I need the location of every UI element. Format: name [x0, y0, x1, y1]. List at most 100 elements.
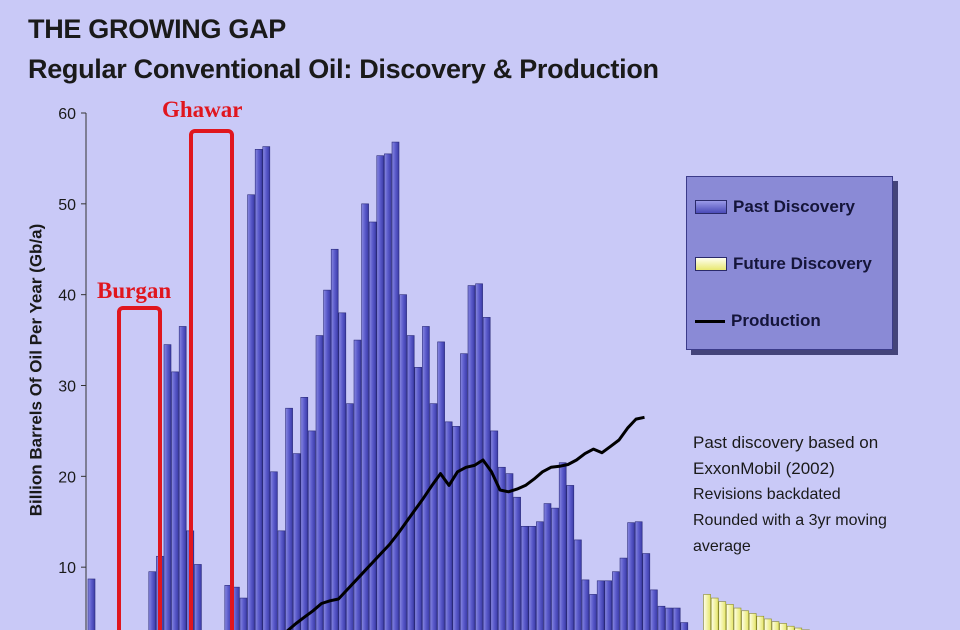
past-discovery-bar: [574, 539, 582, 630]
legend-swatch-past: [695, 200, 727, 214]
legend-item-production: Production: [695, 311, 821, 331]
note-line-3: Revisions backdated: [693, 486, 841, 503]
chart-title: THE GROWING GAP: [28, 14, 286, 44]
y-tick-label-60: 60: [58, 106, 76, 123]
past-discovery-bar: [475, 283, 483, 630]
past-discovery-bar: [247, 194, 255, 630]
past-discovery-bar: [536, 521, 544, 630]
past-discovery-bar: [87, 578, 96, 630]
past-discovery-bar: [270, 471, 278, 630]
legend-item-future: Future Discovery: [695, 254, 872, 274]
legend-label-future: Future Discovery: [733, 254, 872, 273]
source-note: Past discovery based on ExxonMobil (2002…: [693, 430, 887, 560]
future-discovery-bar: [703, 594, 711, 630]
past-discovery-bar: [680, 622, 689, 630]
future-discovery-bar: [733, 607, 742, 630]
past-discovery-bar: [543, 503, 552, 630]
future-discovery-bar: [794, 627, 803, 630]
past-discovery-bar: [437, 341, 445, 630]
past-discovery-bar: [262, 146, 271, 630]
past-discovery-bar: [642, 553, 651, 630]
past-discovery-bar: [330, 248, 339, 630]
past-discovery-bar: [148, 571, 157, 630]
past-discovery-bar: [285, 407, 293, 630]
future-discovery-bar: [771, 621, 780, 630]
past-discovery-bar: [513, 496, 521, 630]
y-tick-label-10: 10: [58, 560, 76, 577]
past-discovery-bar: [551, 507, 559, 630]
past-discovery-bar: [292, 453, 301, 630]
past-discovery-bar: [300, 397, 309, 630]
past-discovery-bar: [422, 326, 430, 630]
chart-subtitle: Regular Conventional Oil: Discovery & Pr…: [28, 54, 659, 84]
y-tick-label-20: 20: [58, 469, 76, 486]
past-discovery-bar: [627, 522, 635, 630]
past-discovery-bar: [490, 430, 499, 630]
past-discovery-bar: [589, 594, 597, 630]
past-discovery-bar: [376, 155, 385, 630]
future-discovery-bar: [756, 615, 765, 630]
future-discovery-bar: [779, 623, 787, 630]
burgan-highlight-box: [117, 306, 162, 630]
past-discovery-bar: [338, 312, 347, 630]
burgan-annotation-label: Burgan: [97, 278, 172, 303]
past-discovery-bar: [429, 403, 438, 630]
legend-item-past: Past Discovery: [695, 197, 855, 217]
past-discovery-bar: [361, 203, 369, 630]
past-discovery-bar: [566, 485, 575, 630]
note-line-4: Rounded with a 3yr moving: [693, 512, 887, 529]
past-discovery-bar: [665, 607, 673, 630]
past-discovery-bar: [596, 580, 605, 630]
past-discovery-bar: [308, 430, 316, 630]
legend-swatch-future: [695, 257, 727, 271]
future-discovery-bar: [748, 613, 757, 630]
past-discovery-bar: [163, 344, 172, 630]
future-discovery-bar: [741, 610, 749, 630]
past-discovery-bar: [482, 317, 491, 630]
past-discovery-bar: [368, 221, 377, 630]
past-discovery-bar: [346, 403, 354, 630]
future-discovery-bar: [764, 618, 772, 630]
past-discovery-bar: [460, 353, 468, 630]
past-discovery-bar: [391, 141, 400, 630]
past-discovery-bar: [406, 335, 415, 630]
past-discovery-bar: [399, 294, 407, 630]
past-discovery-bar: [558, 462, 567, 630]
past-discovery-bar: [171, 371, 179, 630]
past-discovery-bar: [277, 530, 286, 630]
past-discovery-bar: [581, 579, 590, 630]
past-discovery-bar: [520, 525, 529, 630]
legend-label-production: Production: [731, 311, 821, 330]
past-discovery-bar: [528, 525, 537, 630]
past-discovery-bar: [650, 589, 658, 630]
note-line-5: average: [693, 538, 751, 555]
legend-label-past: Past Discovery: [733, 197, 855, 216]
legend: Past Discovery Future Discovery Producti…: [686, 176, 893, 350]
future-discovery-bar: [786, 625, 795, 630]
past-discovery-bar: [254, 149, 263, 630]
past-discovery-bar: [239, 597, 248, 630]
y-tick-label-30: 30: [58, 379, 76, 396]
past-discovery-bar: [384, 153, 392, 630]
y-tick-label-40: 40: [58, 288, 76, 305]
past-discovery-bar: [672, 607, 681, 630]
past-discovery-bar: [498, 466, 506, 630]
past-discovery-bar: [505, 473, 514, 630]
future-discovery-bar: [718, 601, 727, 630]
note-line-1: Past discovery based on: [693, 433, 879, 452]
future-discovery-bar: [726, 604, 734, 630]
legend-swatch-production: [695, 319, 725, 323]
past-discovery-bar: [414, 367, 423, 630]
past-discovery-bar: [178, 326, 187, 630]
past-discovery-bar: [619, 557, 628, 630]
future-discovery-bar: [710, 597, 719, 630]
note-line-2: ExxonMobil (2002): [693, 459, 835, 478]
y-tick-label-50: 50: [58, 197, 76, 214]
past-discovery-bar: [323, 289, 331, 630]
past-discovery-bar: [452, 426, 461, 630]
past-discovery-bar: [353, 339, 362, 630]
ghawar-annotation-label: Ghawar: [162, 97, 243, 122]
past-discovery-bar: [634, 521, 643, 630]
past-discovery-bar: [315, 335, 324, 630]
